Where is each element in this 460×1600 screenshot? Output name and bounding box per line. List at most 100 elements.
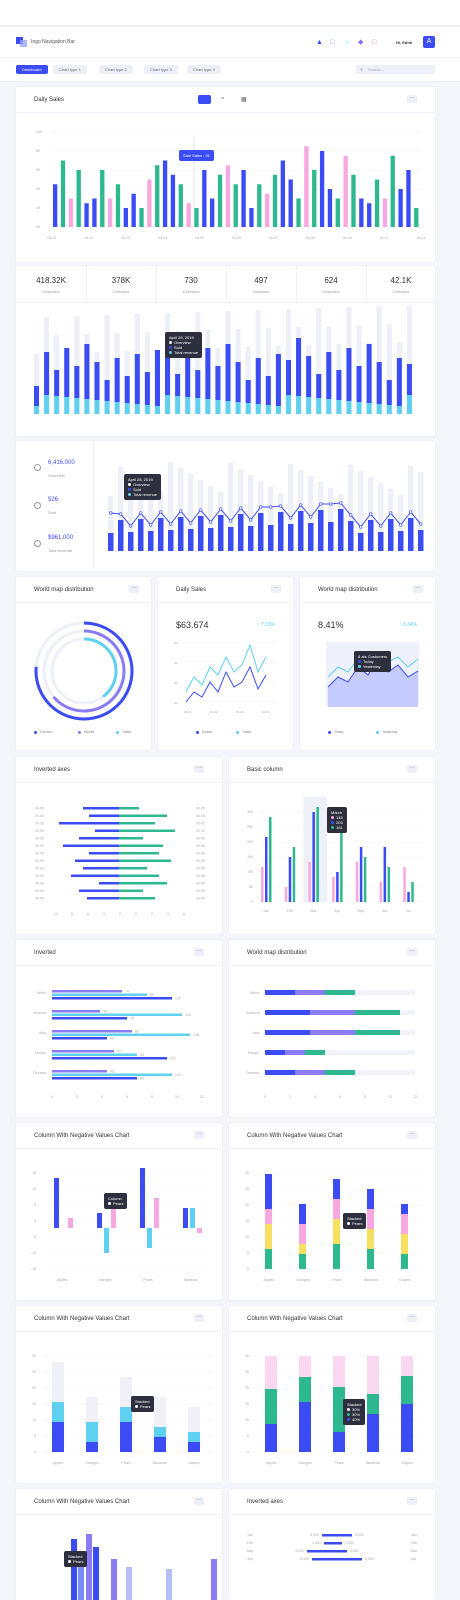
- y-tick-label: -15: [31, 1267, 36, 1271]
- more-button[interactable]: …: [407, 1130, 417, 1139]
- bar-left: [59, 822, 119, 825]
- message-icon[interactable]: □: [330, 39, 335, 46]
- more-button[interactable]: …: [407, 1496, 417, 1505]
- tab-chart-4[interactable]: Chart type 4: [187, 65, 221, 74]
- data-label: 4,000: [350, 1549, 359, 1553]
- point: [259, 505, 263, 509]
- divider: [16, 1331, 222, 1332]
- search-input[interactable]: ⚲ Search...: [356, 65, 435, 74]
- grid-view-icon[interactable]: ▦: [241, 97, 247, 103]
- x-tick-label: Pears: [332, 1278, 341, 1282]
- notification-icon[interactable]: ▲: [316, 39, 323, 46]
- bar-segment: [367, 1414, 379, 1452]
- divider: [16, 302, 435, 303]
- chart-tooltip: Column Pears: [104, 1193, 128, 1209]
- bar: [379, 882, 383, 902]
- more-button[interactable]: …: [194, 947, 204, 956]
- bar: [316, 807, 319, 902]
- settings-icon[interactable]: ☼: [344, 39, 351, 46]
- divider: [16, 1148, 222, 1149]
- bar: [52, 1033, 190, 1036]
- shield-icon[interactable]: ◆: [358, 39, 364, 46]
- bar-left: [87, 897, 119, 900]
- bar-background: [316, 308, 322, 414]
- top-strip: [0, 0, 460, 26]
- bar: [97, 1213, 102, 1228]
- card-title: Inverted axes: [34, 767, 71, 773]
- bar-segment: [285, 360, 292, 395]
- bar-background: [208, 486, 214, 551]
- bar-background: [358, 471, 364, 551]
- bar-segment: [265, 376, 271, 405]
- point: [349, 513, 353, 517]
- tab-chart-2[interactable]: Chart type 2: [99, 65, 133, 74]
- bar-left: [324, 1542, 332, 1545]
- more-button[interactable]: …: [271, 584, 281, 593]
- more-button[interactable]: …: [407, 1313, 417, 1322]
- tooltip-item: Sold: [133, 487, 142, 492]
- more-button[interactable]: …: [407, 764, 417, 773]
- bar-left: [307, 1550, 332, 1553]
- bar-background: [148, 485, 154, 551]
- point: [109, 511, 113, 515]
- bar: [406, 170, 411, 227]
- y-tick-label: 00-05: [35, 829, 44, 833]
- column-chart: [71, 1534, 217, 1600]
- more-button[interactable]: …: [413, 584, 423, 593]
- y-tick-label: 0: [34, 1450, 36, 1454]
- tab-dashboard[interactable]: Dashboard: [16, 65, 48, 74]
- x-tick-label: 10: [388, 1095, 392, 1099]
- bar: [312, 170, 317, 227]
- more-button[interactable]: …: [407, 947, 417, 956]
- bar-segment: [356, 402, 362, 414]
- bar-right: [119, 844, 163, 847]
- bar: [147, 179, 152, 227]
- bar: [280, 160, 285, 227]
- logo-icon[interactable]: [16, 37, 27, 47]
- avatar[interactable]: A: [423, 36, 435, 48]
- bar: [318, 510, 324, 551]
- bar-segment: [406, 364, 412, 395]
- bar-segment: [367, 1229, 374, 1249]
- x-tick-label: Bananas: [184, 1278, 198, 1282]
- bar-view-button[interactable]: [198, 95, 211, 104]
- x-tick-label: Bananas: [364, 1278, 378, 1282]
- svg-text:2K: 2K: [174, 681, 178, 685]
- kpi-value: $961.000: [48, 535, 74, 541]
- bar: [367, 203, 372, 227]
- divider: [158, 602, 293, 603]
- x-tick-label: Pears: [121, 1461, 130, 1465]
- point: [229, 519, 233, 523]
- stat-value: 497: [254, 276, 268, 285]
- bar-segment: [316, 374, 322, 398]
- bar-segment: [265, 405, 271, 414]
- tab-chart-1[interactable]: Chart type 1: [53, 65, 87, 74]
- bar: [351, 174, 356, 227]
- point: [159, 510, 163, 514]
- bar-background: [386, 324, 392, 414]
- point: [389, 511, 393, 515]
- bar: [154, 1198, 159, 1228]
- y-tick-label: 15: [245, 1402, 249, 1406]
- negative-column-card-1: Column With Negative Values Chart … 15 10…: [16, 1123, 222, 1300]
- bar-segment: [265, 990, 295, 995]
- tab-chart-3[interactable]: Chart type 3: [144, 65, 178, 74]
- more-button[interactable]: …: [194, 1130, 204, 1139]
- more-button[interactable]: …: [407, 94, 417, 103]
- data-label: 55: [110, 1037, 114, 1041]
- bar-segment: [333, 1432, 345, 1452]
- line-view-icon[interactable]: ≈: [221, 96, 225, 102]
- more-button[interactable]: …: [194, 1496, 204, 1505]
- divider: [300, 602, 435, 603]
- more-button[interactable]: …: [194, 1313, 204, 1322]
- y-tick-label: America: [246, 1011, 259, 1015]
- bar: [359, 847, 363, 902]
- more-button[interactable]: …: [129, 584, 139, 593]
- point: [129, 524, 133, 528]
- calendar-icon[interactable]: □: [372, 39, 377, 46]
- bar-segment: [165, 356, 171, 395]
- more-button[interactable]: …: [194, 764, 204, 773]
- data-label: 3,000: [310, 1533, 319, 1537]
- negative-column-card-3: Column With Negative Values Chart … 30 25…: [16, 1306, 222, 1483]
- bar-segment: [336, 370, 342, 400]
